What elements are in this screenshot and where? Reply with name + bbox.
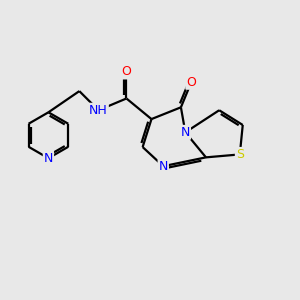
Text: O: O xyxy=(186,76,196,89)
Text: N: N xyxy=(44,152,53,165)
Text: N: N xyxy=(159,160,168,173)
Text: S: S xyxy=(236,148,244,161)
Text: N: N xyxy=(181,126,190,139)
Text: NH: NH xyxy=(89,104,108,117)
Text: O: O xyxy=(122,65,131,79)
